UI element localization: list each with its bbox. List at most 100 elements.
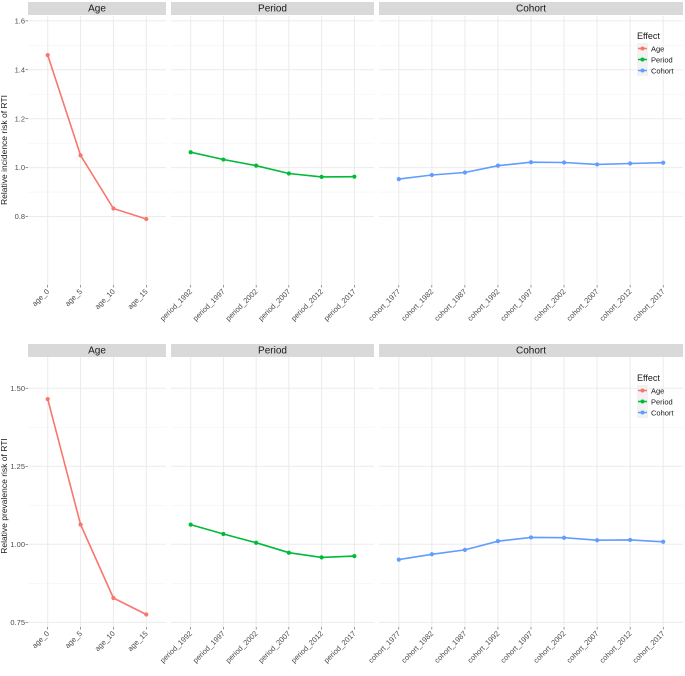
data-point-cohort [661,160,666,165]
x-tick-label: period_1992 [158,287,194,323]
facet-strip-label: Cohort [516,346,546,357]
legend-key-point [640,68,645,73]
x-tick-label: period_2017 [322,629,358,665]
x-tick-label: cohort_2002 [532,287,568,323]
data-point-cohort [628,537,633,543]
facet-strip [379,2,683,15]
chart-prevalence: Relative prevalence risk of RTI 0.75 1.00 1… [0,344,683,665]
y-tick-label: 1.6 [15,16,25,25]
facet-strip [171,344,374,357]
data-point-period [221,531,226,537]
series-line-age [46,54,147,220]
x-tick-label: age_5 [63,629,84,650]
data-point-period [254,540,259,545]
x-tick-label: cohort_2007 [565,287,601,323]
x-tick-label: age_0 [30,629,51,650]
data-point-period [254,163,259,168]
x-tick-label: period_2007 [256,287,292,323]
data-point-period [188,522,193,527]
facet-strip [171,2,374,15]
legend: Effect Age Period Cohort [637,31,674,76]
data-point-cohort [594,162,600,167]
y-tick-label: 0.75 [10,618,25,627]
data-point-period [319,174,324,180]
legend-entry-period: Period [651,397,673,406]
x-tick-label: age_10 [93,287,117,311]
x-tick-label: period_1992 [158,629,194,665]
legend-entry-cohort: Cohort [651,66,674,75]
y-tick-label: 0.8 [15,212,25,221]
x-tick-label: cohort_2017 [631,629,667,665]
data-point-cohort [528,160,534,165]
x-tick-label: cohort_2002 [532,629,568,665]
x-tick-label: cohort_1982 [399,629,435,665]
x-tick-label: cohort_1987 [432,287,468,323]
facet-strip [28,2,166,15]
panel-cohort: Cohortcohort_1977cohort_1982cohort_1987c… [366,344,683,665]
data-point-age [144,216,149,222]
panel-background [28,357,166,627]
x-tick-label: cohort_1992 [466,287,502,323]
series-line-age [46,398,147,616]
facet-strip [379,344,683,357]
legend-entry-age: Age [651,44,664,53]
panel-background [171,357,374,627]
panel-period: Periodperiod_1992period_1997period_2002p… [158,344,374,665]
legend-title: Effect [637,31,660,41]
x-tick-label: cohort_1997 [499,287,535,323]
data-point-period [286,550,291,555]
x-tick-label: period_2002 [224,629,260,665]
data-point-cohort [561,160,567,165]
x-tick-label: cohort_2012 [598,287,634,323]
data-point-age [78,153,83,158]
data-point-cohort [528,535,534,540]
x-tick-label: period_1997 [191,287,227,323]
panel-age: Age age_0 age_5 age_10 age_15 [28,2,166,311]
series-line-period [190,523,355,559]
x-tick-label: period_2007 [256,629,292,665]
x-tick-label: cohort_1977 [366,287,402,323]
facet-strip-label: Cohort [516,4,546,15]
data-point-period [221,157,226,162]
panel-background [171,16,374,285]
x-tick-label: age_15 [126,287,150,311]
x-tick-label: cohort_1977 [366,629,402,665]
y-tick-label: 1.50 [10,384,25,393]
legend-key-point [640,57,645,62]
legend-key-point [640,399,645,404]
y-tick-label: 1.0 [15,163,25,172]
facet-strip-label: Age [88,346,106,357]
data-point-cohort [495,163,501,168]
x-tick-label: cohort_1982 [399,287,435,323]
legend-entry-period: Period [651,55,673,64]
data-point-period [286,171,291,176]
panel-background [28,16,166,285]
x-tick-label: age_0 [30,287,51,308]
data-point-age [78,522,83,527]
x-tick-label: cohort_2017 [631,287,667,323]
data-point-cohort [661,539,666,544]
facet-strip-label: Period [258,4,287,15]
x-tick-label: age_10 [93,629,117,653]
y-tick-label: 1.2 [15,114,25,123]
data-point-cohort [396,557,401,562]
x-tick-label: period_2012 [289,629,325,665]
facet-strip [28,344,166,357]
data-point-period [188,150,193,155]
legend: Effect Age Period Cohort [637,373,674,418]
x-tick-label: period_2012 [289,287,325,323]
panel-period: Periodperiod_1992period_1997period_2002p… [158,2,374,323]
data-point-cohort [495,539,501,544]
legend-entry-age: Age [651,386,664,395]
data-point-period [352,174,357,179]
y-axis-label: Relative incidence risk of RTI [0,95,9,205]
panel-cohort: Cohortcohort_1977cohort_1982cohort_1987c… [366,2,683,323]
data-point-cohort [594,538,600,543]
x-tick-label: cohort_1997 [499,629,535,665]
data-point-cohort [462,170,468,175]
y-tick-label: 1.25 [10,462,25,471]
x-tick-label: cohort_2012 [598,629,634,665]
panel-age: Age age_0 age_5 age_10 age_15 [28,344,166,653]
legend-entry-cohort: Cohort [651,408,674,417]
data-point-cohort [429,552,434,557]
